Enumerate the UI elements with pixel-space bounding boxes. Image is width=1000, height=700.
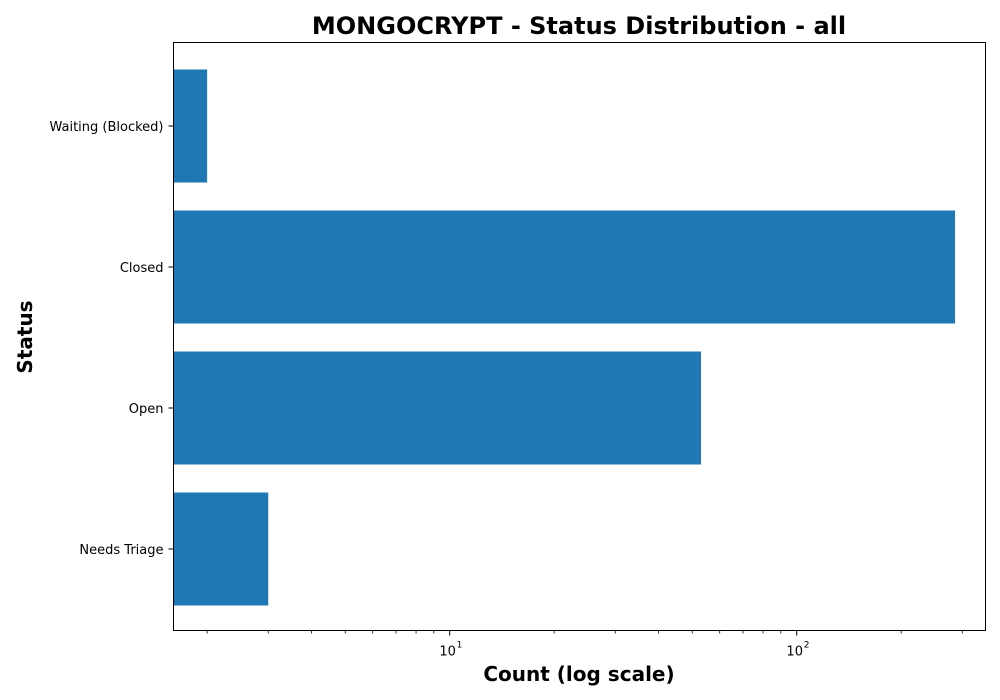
x-axis-label: Count (log scale) [483, 662, 674, 686]
x-tick-label-10: 10 [439, 645, 456, 660]
y-tick-label-open: Open [129, 402, 164, 417]
bar-closed [173, 210, 956, 324]
bar-waiting-blocked [173, 69, 208, 183]
y-tick-label-closed: Closed [120, 261, 164, 276]
chart-title: MONGOCRYPT - Status Distribution - all [312, 12, 846, 40]
y-axis-label: Status [13, 300, 37, 373]
bars-group [173, 69, 956, 606]
bar-needs-triage [173, 492, 269, 606]
x-ticks-group: 10 1 10 2 [206, 630, 963, 660]
y-ticks-group: Waiting (Blocked) Closed Open Needs Triage [49, 120, 174, 558]
x-tick-label-100: 10 [786, 645, 803, 660]
y-tick-label-waiting-blocked: Waiting (Blocked) [49, 120, 163, 135]
bar-open [173, 351, 702, 465]
y-tick-label-needs-triage: Needs Triage [79, 543, 163, 558]
x-tick-exponent-100: 2 [804, 641, 810, 651]
x-tick-exponent-10: 1 [457, 641, 463, 651]
plot-frame [173, 42, 986, 631]
